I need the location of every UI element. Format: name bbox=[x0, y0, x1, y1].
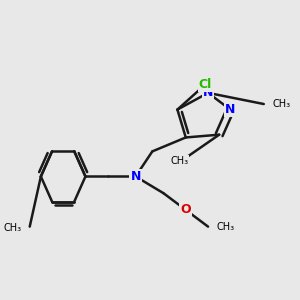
Text: N: N bbox=[130, 170, 141, 183]
Text: Cl: Cl bbox=[199, 78, 212, 91]
Text: N: N bbox=[203, 86, 213, 99]
Text: CH₃: CH₃ bbox=[272, 99, 290, 109]
Text: CH₃: CH₃ bbox=[171, 156, 189, 166]
Text: N: N bbox=[225, 103, 236, 116]
Text: CH₃: CH₃ bbox=[3, 223, 21, 233]
Text: CH₃: CH₃ bbox=[216, 222, 235, 232]
Text: O: O bbox=[181, 203, 191, 216]
